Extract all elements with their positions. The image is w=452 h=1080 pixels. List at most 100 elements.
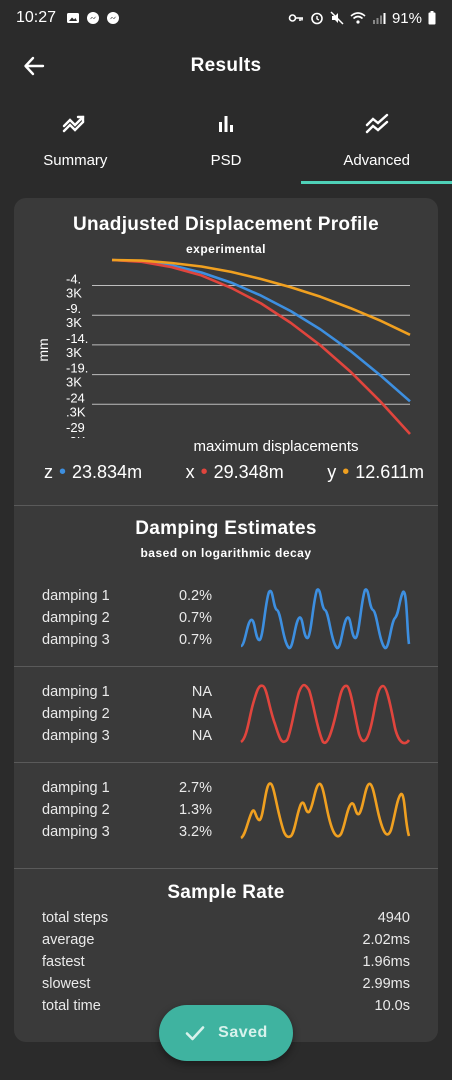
- max-z: z • 23.834m: [44, 462, 142, 483]
- damping-label: damping 1: [42, 684, 110, 700]
- saved-button[interactable]: Saved: [159, 1005, 293, 1061]
- damping-row: damping 3 3.2%: [42, 824, 212, 840]
- rate-row: fastest 1.96ms: [42, 954, 410, 970]
- arrow-left-icon: [24, 56, 45, 76]
- series-line-1: [111, 258, 411, 435]
- rate-label: slowest: [42, 976, 91, 992]
- divider: [14, 868, 438, 869]
- x-dot: •: [200, 461, 208, 483]
- displacement-title: Unadjusted Displacement Profile: [73, 214, 379, 235]
- damping-value: 0.7%: [178, 632, 212, 648]
- damping-row: damping 2 NA: [42, 706, 212, 722]
- max-z-axis: z: [44, 462, 53, 482]
- status-bar: 10:27 91%: [0, 0, 452, 36]
- damping-row: damping 2 1.3%: [42, 802, 212, 818]
- max-y-value: 12.611m: [355, 462, 424, 482]
- series-line-2: [111, 258, 411, 336]
- rate-label: total steps: [42, 910, 109, 926]
- saved-label: Saved: [218, 1024, 268, 1041]
- tab-summary-label: Summary: [43, 152, 108, 169]
- max-displacements-row: z • 23.834m x • 29.348m y • 12.611m: [44, 462, 424, 483]
- max-x-axis: x: [185, 462, 195, 482]
- damping-title: Damping Estimates: [135, 518, 317, 539]
- damping-group-y: damping 1 2.7% damping 2 1.3% damping 3 3.2…: [14, 774, 438, 870]
- divider: [14, 505, 438, 506]
- rate-label: fastest: [42, 954, 85, 970]
- damping-wave-x: [240, 683, 411, 745]
- damping-label: damping 2: [42, 802, 110, 818]
- max-z-value: 23.834m: [72, 462, 143, 482]
- wave-line-x: [240, 683, 411, 745]
- damping-group-z: damping 1 0.2% damping 2 0.7% damping 3 0.7…: [14, 582, 438, 678]
- damping-row: damping 1 NA: [42, 684, 212, 700]
- displacement-chart: mm -4.3K-9.3K-14.3K-19.3K-24.3K-29.3K: [35, 258, 411, 438]
- y-tick-label: -4. 3K: [66, 272, 82, 301]
- damping-row: damping 1 0.2%: [42, 588, 212, 604]
- displacement-subtitle: experimental: [185, 242, 267, 256]
- series-line-0: [111, 258, 411, 403]
- damping-group-x: damping 1 NA damping 2 NA damping 3 NA: [14, 678, 438, 774]
- rate-row: average 2.02ms: [42, 932, 410, 948]
- wave-line-y: [240, 782, 411, 840]
- tab-psd[interactable]: PSD: [151, 100, 302, 185]
- app-bar: Results: [0, 36, 452, 96]
- tab-advanced-label: Advanced: [343, 152, 411, 169]
- alarm-icon: [311, 12, 323, 25]
- max-x: x • 29.348m: [186, 462, 284, 483]
- damping-label: damping 3: [42, 728, 110, 744]
- max-displacements-label: maximum displacements: [193, 438, 359, 455]
- rate-label: average: [42, 932, 95, 948]
- damping-value: NA: [191, 728, 212, 744]
- back-button[interactable]: [18, 50, 50, 82]
- key-icon: [288, 14, 303, 22]
- damping-value: 3.2%: [178, 824, 212, 840]
- damping-row: damping 3 0.7%: [42, 632, 212, 648]
- messenger-icon: [87, 12, 100, 24]
- damping-value: NA: [191, 706, 212, 722]
- damping-wave-y: [240, 782, 411, 840]
- trending-icon: [63, 115, 85, 133]
- divider: [14, 762, 438, 763]
- status-right: 91%: [288, 10, 436, 27]
- status-left: 10:27: [16, 9, 120, 27]
- signal-icon: [372, 13, 386, 24]
- bar-chart-icon: [219, 116, 233, 132]
- rate-label: total time: [42, 998, 101, 1014]
- max-y-axis: y: [327, 462, 337, 482]
- y-axis-label: mm: [35, 338, 51, 361]
- damping-label: damping 1: [42, 588, 110, 604]
- divider: [14, 666, 438, 667]
- damping-value: 1.3%: [178, 802, 212, 818]
- tab-bar: Summary PSD Advanced: [0, 100, 452, 186]
- tab-psd-label: PSD: [210, 152, 242, 169]
- y-tick-label: -9. 3K: [66, 301, 82, 330]
- mute-icon: [330, 11, 344, 25]
- damping-label: damping 2: [42, 610, 110, 626]
- y-tick-label: -24.3K: [66, 390, 86, 419]
- damping-value: 0.7%: [178, 610, 212, 626]
- messenger-icon-2: [107, 12, 120, 24]
- z-dot: •: [59, 461, 67, 483]
- tab-summary[interactable]: Summary: [0, 100, 151, 185]
- damping-row: damping 1 2.7%: [42, 780, 212, 796]
- damping-subtitle: based on logarithmic decay: [140, 546, 312, 560]
- y-tick-label: -19. 3K: [66, 361, 88, 390]
- status-time: 10:27: [16, 9, 57, 26]
- rate-value: 2.02ms: [362, 932, 410, 948]
- rate-value: 1.96ms: [362, 954, 410, 970]
- tab-advanced[interactable]: Advanced: [301, 100, 452, 185]
- damping-wave-z: [240, 588, 411, 650]
- rate-row: total steps 4940: [42, 910, 410, 926]
- rate-value: 4940: [377, 910, 410, 926]
- rate-row: total time 10.0s: [42, 998, 410, 1014]
- y-dot: •: [342, 461, 350, 483]
- damping-value: 2.7%: [178, 780, 212, 796]
- y-tick-label: -14. 3K: [66, 331, 88, 360]
- results-card: Unadjusted Displacement Profile experime…: [14, 198, 438, 1042]
- battery-icon: [428, 11, 436, 25]
- wave-line-z: [240, 588, 411, 650]
- gallery-icon: [67, 13, 80, 23]
- damping-value: 0.2%: [178, 588, 212, 604]
- damping-label: damping 2: [42, 706, 110, 722]
- battery-text: 91%: [391, 9, 422, 27]
